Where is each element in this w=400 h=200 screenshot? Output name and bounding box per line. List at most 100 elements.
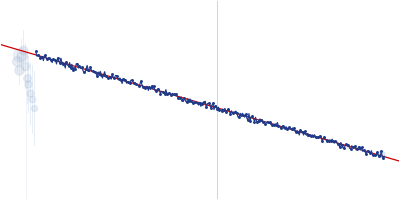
Point: [172, 92, 179, 96]
Point: [188, 100, 194, 103]
Point: [44, 58, 50, 61]
Point: [52, 58, 59, 62]
Point: [352, 145, 358, 148]
Point: [151, 85, 157, 88]
Point: [212, 105, 218, 108]
Point: [87, 66, 94, 69]
Point: [225, 108, 231, 111]
Point: [286, 126, 293, 129]
Point: [39, 55, 46, 58]
Point: [41, 54, 48, 57]
Point: [247, 119, 253, 122]
Point: [102, 74, 109, 78]
Point: [380, 156, 387, 159]
Point: [122, 79, 129, 82]
Point: [50, 57, 56, 60]
Point: [284, 127, 290, 130]
Point: [70, 68, 76, 71]
Point: [232, 111, 238, 114]
Point: [175, 96, 181, 99]
Point: [144, 85, 150, 88]
Point: [46, 56, 52, 59]
Point: [205, 102, 212, 105]
Point: [330, 139, 336, 143]
Point: [153, 89, 159, 92]
Point: [280, 124, 286, 127]
Point: [319, 140, 326, 143]
Point: [258, 119, 264, 122]
Point: [358, 146, 365, 149]
Point: [76, 64, 83, 68]
Point: [166, 91, 172, 94]
Point: [254, 120, 260, 123]
Point: [135, 85, 142, 88]
Point: [105, 77, 111, 80]
Point: [339, 144, 345, 147]
Point: [290, 127, 297, 130]
Point: [107, 76, 113, 79]
Point: [348, 147, 354, 151]
Point: [65, 64, 72, 68]
Point: [57, 61, 63, 64]
Point: [181, 97, 188, 100]
Point: [129, 78, 135, 82]
Point: [146, 86, 153, 89]
Point: [256, 119, 262, 122]
Point: [170, 93, 177, 96]
Point: [345, 144, 352, 147]
Point: [378, 150, 384, 153]
Point: [367, 151, 374, 154]
Point: [323, 139, 330, 142]
Point: [120, 78, 126, 81]
Point: [238, 114, 244, 117]
Point: [190, 101, 196, 105]
Point: [114, 74, 120, 77]
Point: [310, 134, 317, 137]
Point: [326, 140, 332, 143]
Point: [374, 151, 380, 154]
Point: [203, 106, 210, 109]
Point: [85, 68, 92, 71]
Point: [98, 73, 104, 76]
Point: [138, 80, 144, 83]
Point: [90, 70, 96, 73]
Point: [240, 113, 247, 117]
Point: [155, 87, 162, 90]
Point: [227, 112, 234, 116]
Point: [282, 126, 288, 129]
Point: [59, 61, 65, 64]
Point: [214, 108, 220, 111]
Point: [63, 60, 70, 63]
Point: [72, 67, 78, 70]
Point: [157, 92, 164, 95]
Point: [96, 72, 102, 75]
Point: [37, 56, 43, 59]
Point: [334, 142, 341, 146]
Point: [336, 146, 343, 149]
Point: [194, 101, 201, 104]
Point: [74, 62, 80, 65]
Point: [131, 81, 137, 84]
Point: [210, 102, 216, 105]
Point: [186, 99, 192, 102]
Point: [312, 136, 319, 139]
Point: [199, 102, 205, 105]
Point: [32, 50, 39, 53]
Point: [48, 58, 54, 61]
Point: [273, 123, 280, 126]
Point: [54, 56, 61, 60]
Point: [297, 128, 304, 132]
Point: [242, 113, 249, 116]
Point: [81, 71, 87, 74]
Point: [376, 155, 382, 158]
Point: [304, 133, 310, 136]
Point: [354, 148, 360, 151]
Point: [61, 62, 67, 66]
Point: [164, 92, 170, 96]
Point: [260, 120, 266, 124]
Point: [299, 130, 306, 133]
Point: [321, 135, 328, 138]
Point: [278, 127, 284, 130]
Point: [236, 115, 242, 118]
Point: [249, 115, 256, 118]
